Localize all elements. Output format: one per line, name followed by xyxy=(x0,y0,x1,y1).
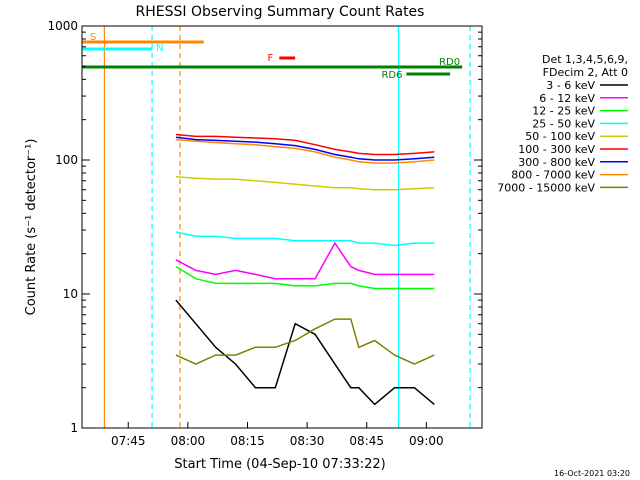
legend-label-6: 300 - 800 keV xyxy=(518,156,595,169)
chart-title: RHESSI Observing Summary Count Rates xyxy=(136,4,425,20)
legend-label-2: 12 - 25 keV xyxy=(532,105,595,118)
series-line-3 xyxy=(175,231,435,247)
series-line-6 xyxy=(175,136,435,161)
legend-label-1: 6 - 12 keV xyxy=(539,92,595,105)
flag-label-s: S xyxy=(90,32,96,43)
series-line-2 xyxy=(175,265,435,290)
footer-date: 16-Oct-2021 03:20 xyxy=(554,469,630,478)
flag-label-n: N xyxy=(156,43,163,54)
flag-label-rd6: RD6 xyxy=(381,70,402,81)
series-line-7 xyxy=(175,138,435,164)
legend: Det 1,3,4,5,6,9, FDecim 2, Att 0 3 - 6 k… xyxy=(497,53,628,194)
legend-label-8: 7000 - 15000 keV xyxy=(497,181,595,194)
y-tick-label-0: 1 xyxy=(70,421,78,435)
y-tick-label-2: 100 xyxy=(55,153,78,167)
y-tick-label-3: 1000 xyxy=(47,19,78,33)
legend-label-0: 3 - 6 keV xyxy=(546,79,595,92)
x-tick-label-3: 08:30 xyxy=(290,434,325,448)
x-tick-label-0: 07:45 xyxy=(111,434,146,448)
y-axis-ticks: 1 10 100 1000 xyxy=(47,19,482,435)
plot-frame xyxy=(81,25,483,429)
x-tick-label-4: 08:45 xyxy=(349,434,384,448)
flag-label-rd0: RD0 xyxy=(439,57,460,68)
series-line-1 xyxy=(175,241,435,280)
legend-label-4: 50 - 100 keV xyxy=(525,130,595,143)
flag-label-f: F xyxy=(268,53,274,64)
series-line-0 xyxy=(175,299,435,406)
x-tick-label-2: 08:15 xyxy=(230,434,265,448)
legend-label-7: 800 - 7000 keV xyxy=(511,169,595,182)
series-lines xyxy=(175,133,435,406)
legend-label-3: 25 - 50 keV xyxy=(532,117,595,130)
vertical-markers xyxy=(103,26,471,428)
x-tick-label-5: 09:00 xyxy=(409,434,444,448)
legend-header-line-1: Det 1,3,4,5,6,9, xyxy=(542,53,628,66)
x-axis-label: Start Time (04-Sep-10 07:33:22) xyxy=(174,457,385,472)
y-tick-label-1: 10 xyxy=(63,287,78,301)
legend-header-line-2: FDecim 2, Att 0 xyxy=(543,66,628,79)
series-line-8 xyxy=(175,318,435,365)
legend-label-5: 100 - 300 keV xyxy=(518,143,595,156)
flag-bars: S N F RD0 RD6 xyxy=(82,32,463,81)
series-line-5 xyxy=(175,133,435,156)
series-line-4 xyxy=(175,175,435,191)
x-axis-ticks: 07:45 08:00 08:15 08:30 08:45 09:00 xyxy=(111,422,444,448)
x-tick-label-1: 08:00 xyxy=(171,434,206,448)
y-axis-label: Count Rate (s⁻¹ detector⁻¹) xyxy=(24,139,39,316)
